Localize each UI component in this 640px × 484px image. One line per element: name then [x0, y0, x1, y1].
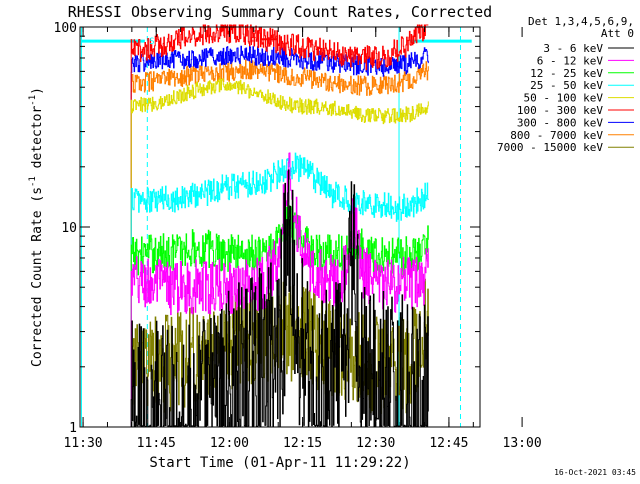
legend-header: Att 0: [601, 27, 634, 40]
series-line: [130, 152, 429, 427]
y-label-superscript: -1: [28, 176, 38, 187]
axes: 1 10 100 11:30 11:45 12:00 12:15 12:30 12:45 13:0…: [54, 21, 542, 451]
x-tick-label: 13:00: [503, 436, 542, 451]
plot-content: FS: [80, 24, 472, 427]
y-tick-label: 1: [69, 421, 77, 436]
series-line: [130, 152, 429, 427]
series-line: [130, 77, 429, 427]
series-line: [130, 278, 429, 427]
series-line: [130, 59, 429, 427]
legend-label: 300 - 800 keV: [517, 116, 603, 129]
legend-label: 100 - 300 keV: [517, 104, 603, 117]
legend-label: 6 - 12 keV: [537, 54, 604, 67]
x-tick-label: 11:45: [137, 436, 176, 451]
legend-label: 800 - 7000 keV: [510, 129, 603, 142]
legend-header: Det 1,3,4,5,6,9,: [528, 15, 634, 28]
chart-title: RHESSI Observing Summary Count Rates, Co…: [68, 3, 492, 21]
series-line: [130, 24, 429, 427]
y-label-superscript: -1: [28, 95, 38, 106]
y-label-part: detector: [30, 106, 45, 177]
saa-flag-label: S: [149, 37, 154, 47]
x-tick-label: 12:15: [283, 436, 322, 451]
y-label-part: Corrected Count Rate (s: [30, 187, 45, 367]
legend-label: 12 - 25 keV: [530, 67, 603, 80]
y-axis-label-text: Corrected Count Rate (s-1 detector-1): [28, 87, 45, 367]
y-tick-label: 100: [54, 21, 77, 36]
generation-timestamp: 16-Oct-2021 03:45: [554, 468, 636, 477]
flare-flag-label: F: [250, 35, 257, 48]
x-tick-label: 12:00: [210, 436, 249, 451]
legend-label: 3 - 6 keV: [543, 42, 603, 55]
legend-label: 50 - 100 keV: [524, 92, 604, 105]
y-tick-label: 10: [61, 221, 77, 236]
legend-label: 25 - 50 keV: [530, 79, 603, 92]
x-tick-label: 12:45: [429, 436, 468, 451]
x-tick-label: 12:30: [356, 436, 395, 451]
y-label-part: ): [30, 87, 45, 95]
x-tick-label: 11:30: [64, 436, 103, 451]
y-axis-label: Corrected Count Rate (s-1 detector-1): [28, 87, 45, 367]
x-axis-label: Start Time (01-Apr-11 11:29:22): [149, 455, 410, 471]
plot-area: FS: [80, 24, 472, 427]
series-line: [130, 205, 429, 427]
legend-label: 7000 - 15000 keV: [497, 141, 603, 154]
